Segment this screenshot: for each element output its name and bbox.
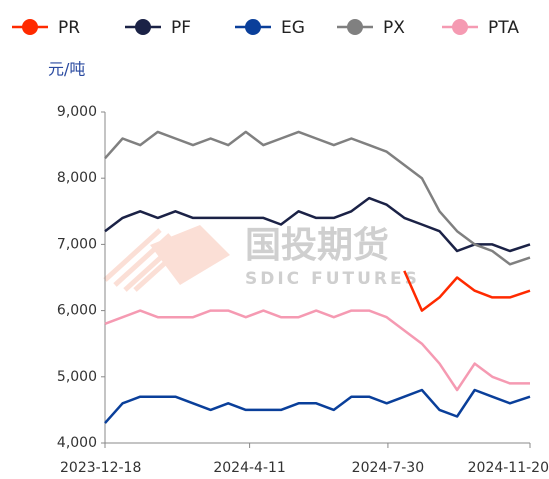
x-tick-label: 2023-12-18 <box>60 460 141 476</box>
legend-marker <box>245 19 261 35</box>
y-tick-label: 7,000 <box>57 236 97 252</box>
watermark-logo <box>103 225 230 292</box>
x-tick-label: 2024-11-20 <box>468 460 549 476</box>
series-line <box>104 196 531 253</box>
legend-marker <box>135 19 151 35</box>
legend-label: PTA <box>488 18 519 38</box>
y-tick-label: 5,000 <box>57 369 97 385</box>
series-line <box>104 309 530 392</box>
legend-label: EG <box>281 18 305 38</box>
legend-label: PF <box>171 18 191 38</box>
x-tick-label: 2024-7-30 <box>352 460 424 476</box>
series-line <box>104 388 531 424</box>
legend-label: PR <box>58 18 80 38</box>
y-tick-label: 4,000 <box>57 435 97 451</box>
series-line <box>403 270 531 312</box>
watermark-sub: SDIC FUTURES <box>245 269 420 289</box>
y-tick-label: 8,000 <box>57 170 97 186</box>
y-unit: 元/吨 <box>48 60 85 79</box>
legend-label: PX <box>383 18 405 38</box>
legend-marker <box>22 19 38 35</box>
y-tick-label: 9,000 <box>57 104 97 120</box>
y-tick-label: 6,000 <box>57 303 97 319</box>
watermark: 国投期货 <box>245 225 389 266</box>
legend-marker <box>347 19 363 35</box>
legend-marker <box>452 19 468 35</box>
x-tick-label: 2024-4-11 <box>213 460 285 476</box>
series-line <box>104 130 531 266</box>
